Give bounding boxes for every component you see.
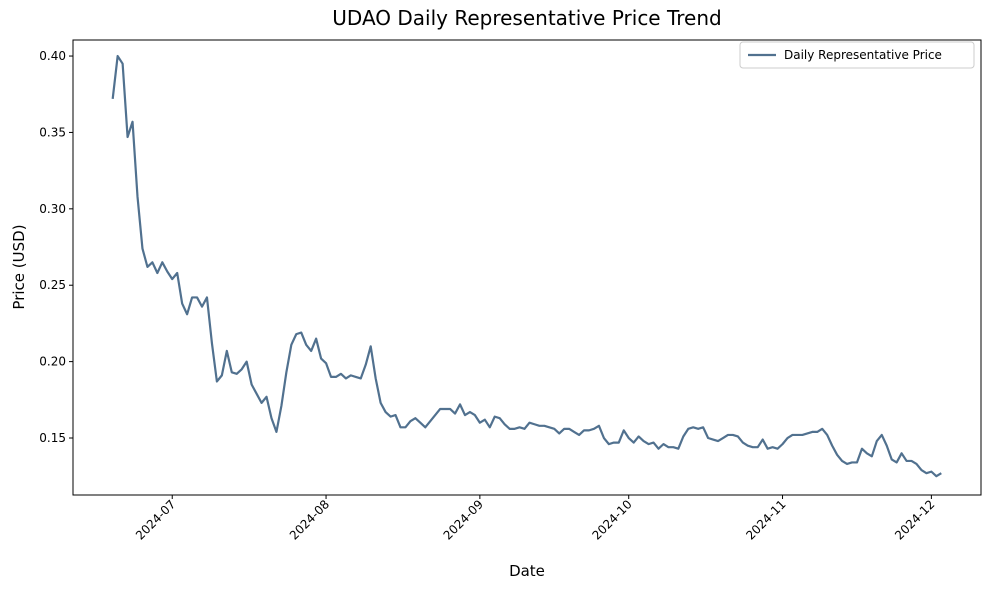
y-tick-label: 0.25 xyxy=(39,278,66,292)
plot-frame xyxy=(72,39,982,496)
y-tick-label: 0.20 xyxy=(39,355,66,369)
y-tick-label: 0.30 xyxy=(39,202,66,216)
y-tick-label: 0.35 xyxy=(39,125,66,139)
price-line xyxy=(111,54,942,478)
y-axis-label: Price (USD) xyxy=(10,224,28,309)
x-tick-label: 2024-12 xyxy=(892,497,937,542)
y-tick-label: 0.15 xyxy=(39,431,66,445)
legend-box xyxy=(739,41,975,69)
x-tick-label: 2024-09 xyxy=(441,497,486,542)
x-axis-label: Date xyxy=(509,562,545,580)
y-tick-label: 0.40 xyxy=(39,49,66,63)
x-tick-label: 2024-07 xyxy=(133,497,178,542)
chart-title: UDAO Daily Representative Price Trend xyxy=(332,6,721,30)
legend-label: Daily Representative Price xyxy=(784,48,942,62)
x-tick-label: 2024-10 xyxy=(589,497,634,542)
x-tick-label: 2024-08 xyxy=(287,497,332,542)
x-tick-label: 2024-11 xyxy=(743,497,788,542)
